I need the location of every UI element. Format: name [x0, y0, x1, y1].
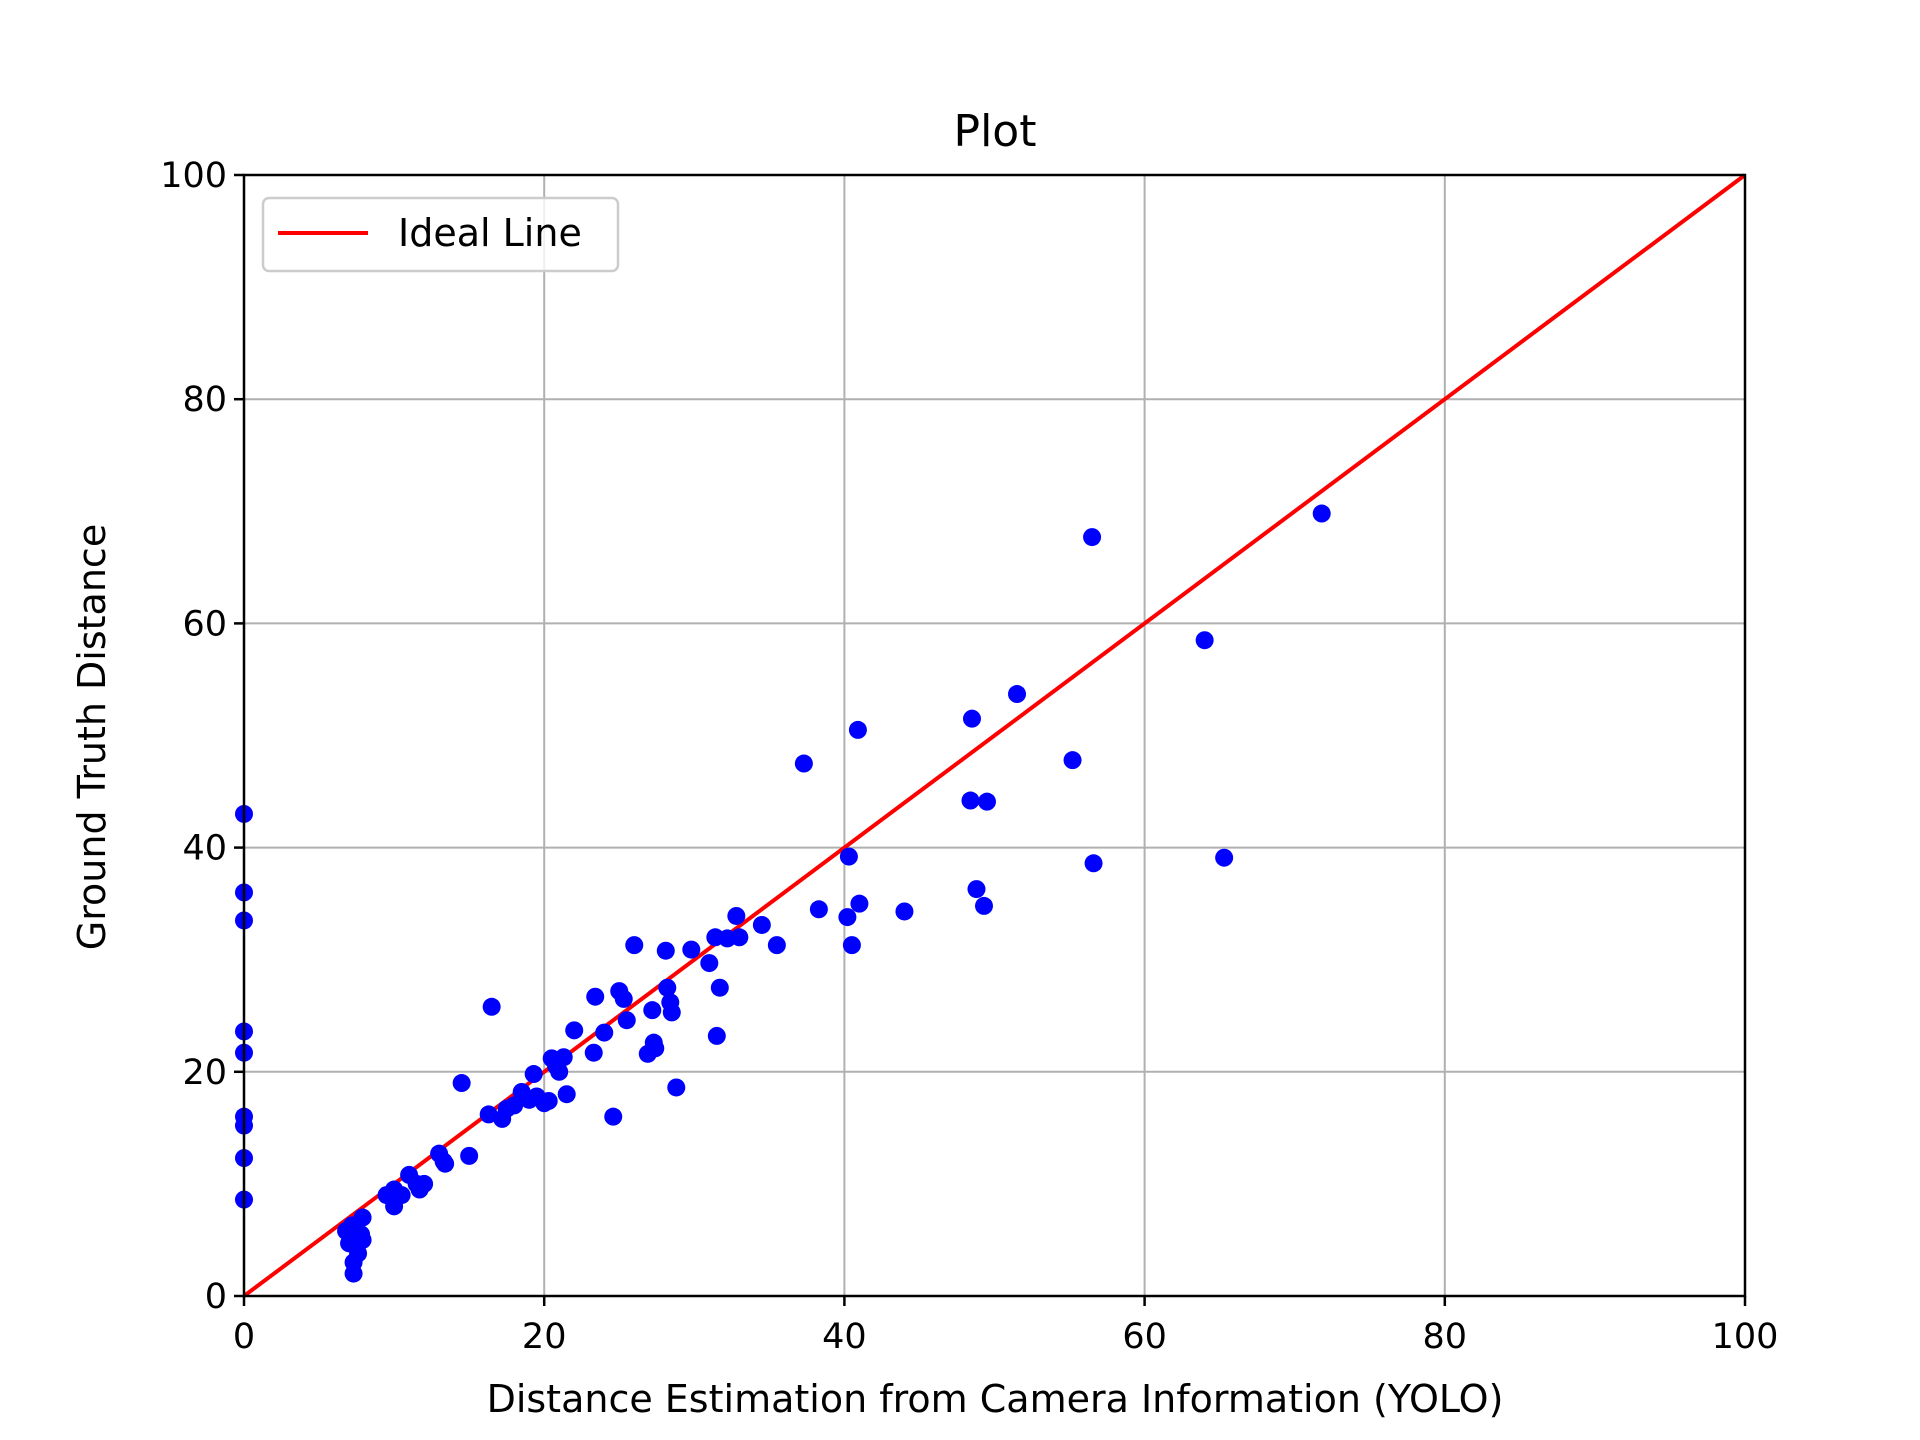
legend-label: Ideal Line: [398, 211, 582, 255]
scatter-point: [505, 1096, 524, 1115]
scatter-point: [974, 896, 993, 915]
scatter-point: [524, 1065, 543, 1084]
scatter-point: [557, 1085, 576, 1104]
scatter-point: [658, 978, 677, 997]
scatter-point: [661, 993, 680, 1012]
scatter-point: [353, 1230, 372, 1249]
axes: 0 20 40 60 80 100 0 20 40 60 80 100: [160, 156, 1778, 1357]
scatter-point: [667, 1078, 686, 1097]
scatter-point: [565, 1021, 584, 1040]
scatter-point: [460, 1146, 479, 1165]
x-tick-label: 0: [233, 1317, 255, 1357]
y-tick-label: 60: [182, 604, 227, 644]
scatter-point: [794, 754, 813, 773]
scatter-point: [539, 1091, 558, 1110]
scatter-point: [809, 900, 828, 919]
chart-title: Plot: [954, 106, 1037, 157]
y-tick-label: 20: [182, 1053, 227, 1093]
y-tick-label: 0: [205, 1277, 227, 1317]
scatter-point: [839, 847, 858, 866]
scatter-point: [842, 936, 861, 955]
scatter-point: [452, 1074, 471, 1093]
scatter-point: [850, 894, 869, 913]
scatter-point: [1215, 848, 1234, 867]
scatter-point: [700, 954, 719, 973]
scatter-point: [730, 928, 749, 947]
x-axis-label: Distance Estimation from Camera Informat…: [487, 1377, 1504, 1421]
scatter-point: [1084, 854, 1103, 873]
ideal-line: [242, 173, 1747, 1298]
legend: Ideal Line: [261, 196, 620, 273]
scatter-point: [617, 1011, 636, 1030]
scatter-point: [554, 1048, 573, 1067]
scatter-point: [1312, 504, 1331, 523]
scatter-point: [643, 1001, 662, 1020]
plot-area: [235, 173, 1747, 1298]
x-tick-label: 60: [1122, 1317, 1167, 1357]
scatter-point: [752, 915, 771, 934]
x-tick-label: 100: [1712, 1317, 1779, 1357]
scatter-point: [727, 906, 746, 925]
scatter-point: [482, 997, 501, 1016]
scatter-point: [1008, 685, 1027, 704]
x-tick-label: 40: [822, 1317, 867, 1357]
scatter-point: [977, 792, 996, 811]
axes-frame: [242, 173, 1747, 1298]
scatter-point: [895, 902, 914, 921]
scatter-point: [604, 1107, 623, 1126]
scatter-point: [967, 880, 986, 899]
scatter-point: [625, 936, 644, 955]
scatter-point: [682, 940, 701, 959]
legend-box: [261, 196, 620, 273]
scatter-point: [962, 709, 981, 728]
scatter-point: [436, 1154, 455, 1173]
y-tick-label: 40: [182, 829, 227, 869]
scatter-point: [710, 978, 729, 997]
scatter-point: [961, 791, 980, 810]
scatter-point: [550, 1062, 569, 1081]
scatter-point: [767, 936, 786, 955]
scatter-point: [392, 1186, 411, 1205]
scatter-point: [1195, 631, 1214, 650]
scatter-point: [656, 941, 675, 960]
scatter-point: [584, 1043, 603, 1062]
x-tick-label: 80: [1423, 1317, 1468, 1357]
scatter-point: [707, 1026, 726, 1045]
y-axis-label: Ground Truth Distance: [70, 524, 114, 950]
scatter-point: [848, 720, 867, 739]
scatter-point: [586, 987, 605, 1006]
scatter-point: [479, 1105, 498, 1124]
x-tick-label: 20: [522, 1317, 567, 1357]
y-tick-label: 80: [182, 380, 227, 420]
scatter-point: [614, 989, 633, 1008]
scatter-point: [646, 1039, 665, 1058]
scatter-point: [1083, 528, 1102, 547]
scatter-point: [838, 908, 857, 927]
scatter-point: [1063, 751, 1082, 770]
scatter-point: [595, 1023, 614, 1042]
scatter-point: [353, 1208, 372, 1227]
scatter-point: [415, 1174, 434, 1193]
y-tick-label: 100: [160, 156, 227, 196]
